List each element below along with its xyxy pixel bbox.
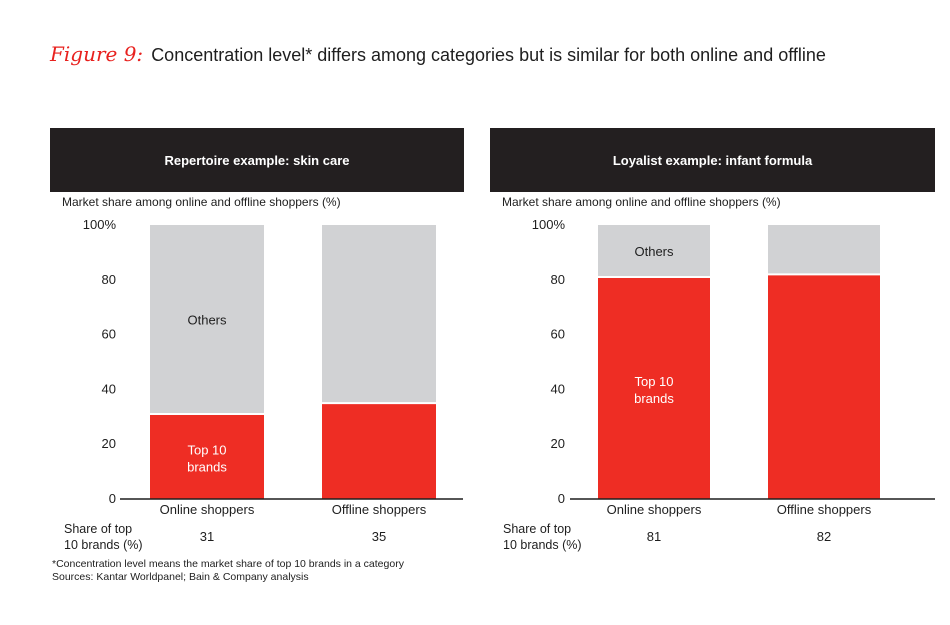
y-axis-label-infant-formula: Market share among online and offline sh… xyxy=(502,195,781,209)
share-value: 35 xyxy=(372,529,386,544)
series-label-top10-line2: brands xyxy=(187,460,227,475)
x-category-label: Online shoppers xyxy=(160,502,255,517)
panel-header-infant-formula: Loyalist example: infant formula xyxy=(490,128,935,192)
bar-others-online xyxy=(150,225,264,415)
footnote-sources: Sources: Kantar Worldpanel; Bain & Compa… xyxy=(52,571,309,583)
y-tick-label: 20 xyxy=(551,436,565,451)
panel-header-skin-care: Repertoire example: skin care xyxy=(50,128,464,192)
panel-title-infant-formula: Loyalist example: infant formula xyxy=(612,152,813,168)
figure-number: Figure 9: xyxy=(50,42,144,66)
y-tick-label: 100% xyxy=(83,217,117,232)
series-label-top10-line1: Top 10 xyxy=(634,374,673,389)
bar-top10-offline xyxy=(768,274,880,499)
chart-infant-formula: 0 20 40 60 80 100% Online shoppers 81 Others Top … xyxy=(532,217,935,544)
x-category-label: Offline shoppers xyxy=(777,502,872,517)
y-tick-label: 100% xyxy=(532,217,566,232)
share-row-label-line2: 10 brands (%) xyxy=(64,538,143,552)
y-axis-label-skin-care: Market share among online and offline sh… xyxy=(62,195,341,209)
x-category-label: Offline shoppers xyxy=(332,502,427,517)
share-value: 31 xyxy=(200,529,214,544)
y-tick-label: 40 xyxy=(102,381,116,396)
share-row-label-line2: 10 brands (%) xyxy=(503,538,582,552)
chart-skin-care: 0 20 40 60 80 100% Online shoppers 31 Others Top … xyxy=(83,217,463,544)
y-tick-label: 60 xyxy=(551,327,565,342)
y-tick-label: 60 xyxy=(102,327,116,342)
share-row-label-line1: Share of top xyxy=(503,522,572,536)
share-row-label-skin-care: Share of top 10 brands (%) xyxy=(64,521,143,553)
bar-top10-offline xyxy=(322,403,436,499)
share-value: 82 xyxy=(817,529,831,544)
footnote-concentration: *Concentration level means the market sh… xyxy=(52,558,404,570)
series-label-top10-line2: brands xyxy=(634,391,674,406)
bar-top10-online xyxy=(150,414,264,499)
share-row-label-infant-formula: Share of top 10 brands (%) xyxy=(503,521,582,553)
share-value: 81 xyxy=(647,529,661,544)
y-tick-label: 0 xyxy=(109,491,116,506)
share-row-label-line1: Share of top xyxy=(64,522,133,536)
y-tick-label: 80 xyxy=(102,272,116,287)
bar-top10-online xyxy=(598,277,710,499)
x-category-label: Online shoppers xyxy=(607,502,702,517)
series-label-top10-line1: Top 10 xyxy=(187,443,226,458)
y-tick-label: 20 xyxy=(102,436,116,451)
figure-title: Figure 9: Concentration level* differs am… xyxy=(50,42,826,66)
y-tick-label: 80 xyxy=(551,272,565,287)
figure-title-text: Concentration level* differs among categ… xyxy=(151,45,826,65)
bar-others-online xyxy=(598,225,710,278)
panel-title-skin-care: Repertoire example: skin care xyxy=(164,152,350,168)
bar-others-offline xyxy=(322,225,436,404)
y-tick-label: 40 xyxy=(551,381,565,396)
bar-others-offline xyxy=(768,225,880,275)
y-tick-label: 0 xyxy=(558,491,565,506)
series-label-others: Others xyxy=(187,313,227,328)
series-label-others: Others xyxy=(634,244,674,259)
